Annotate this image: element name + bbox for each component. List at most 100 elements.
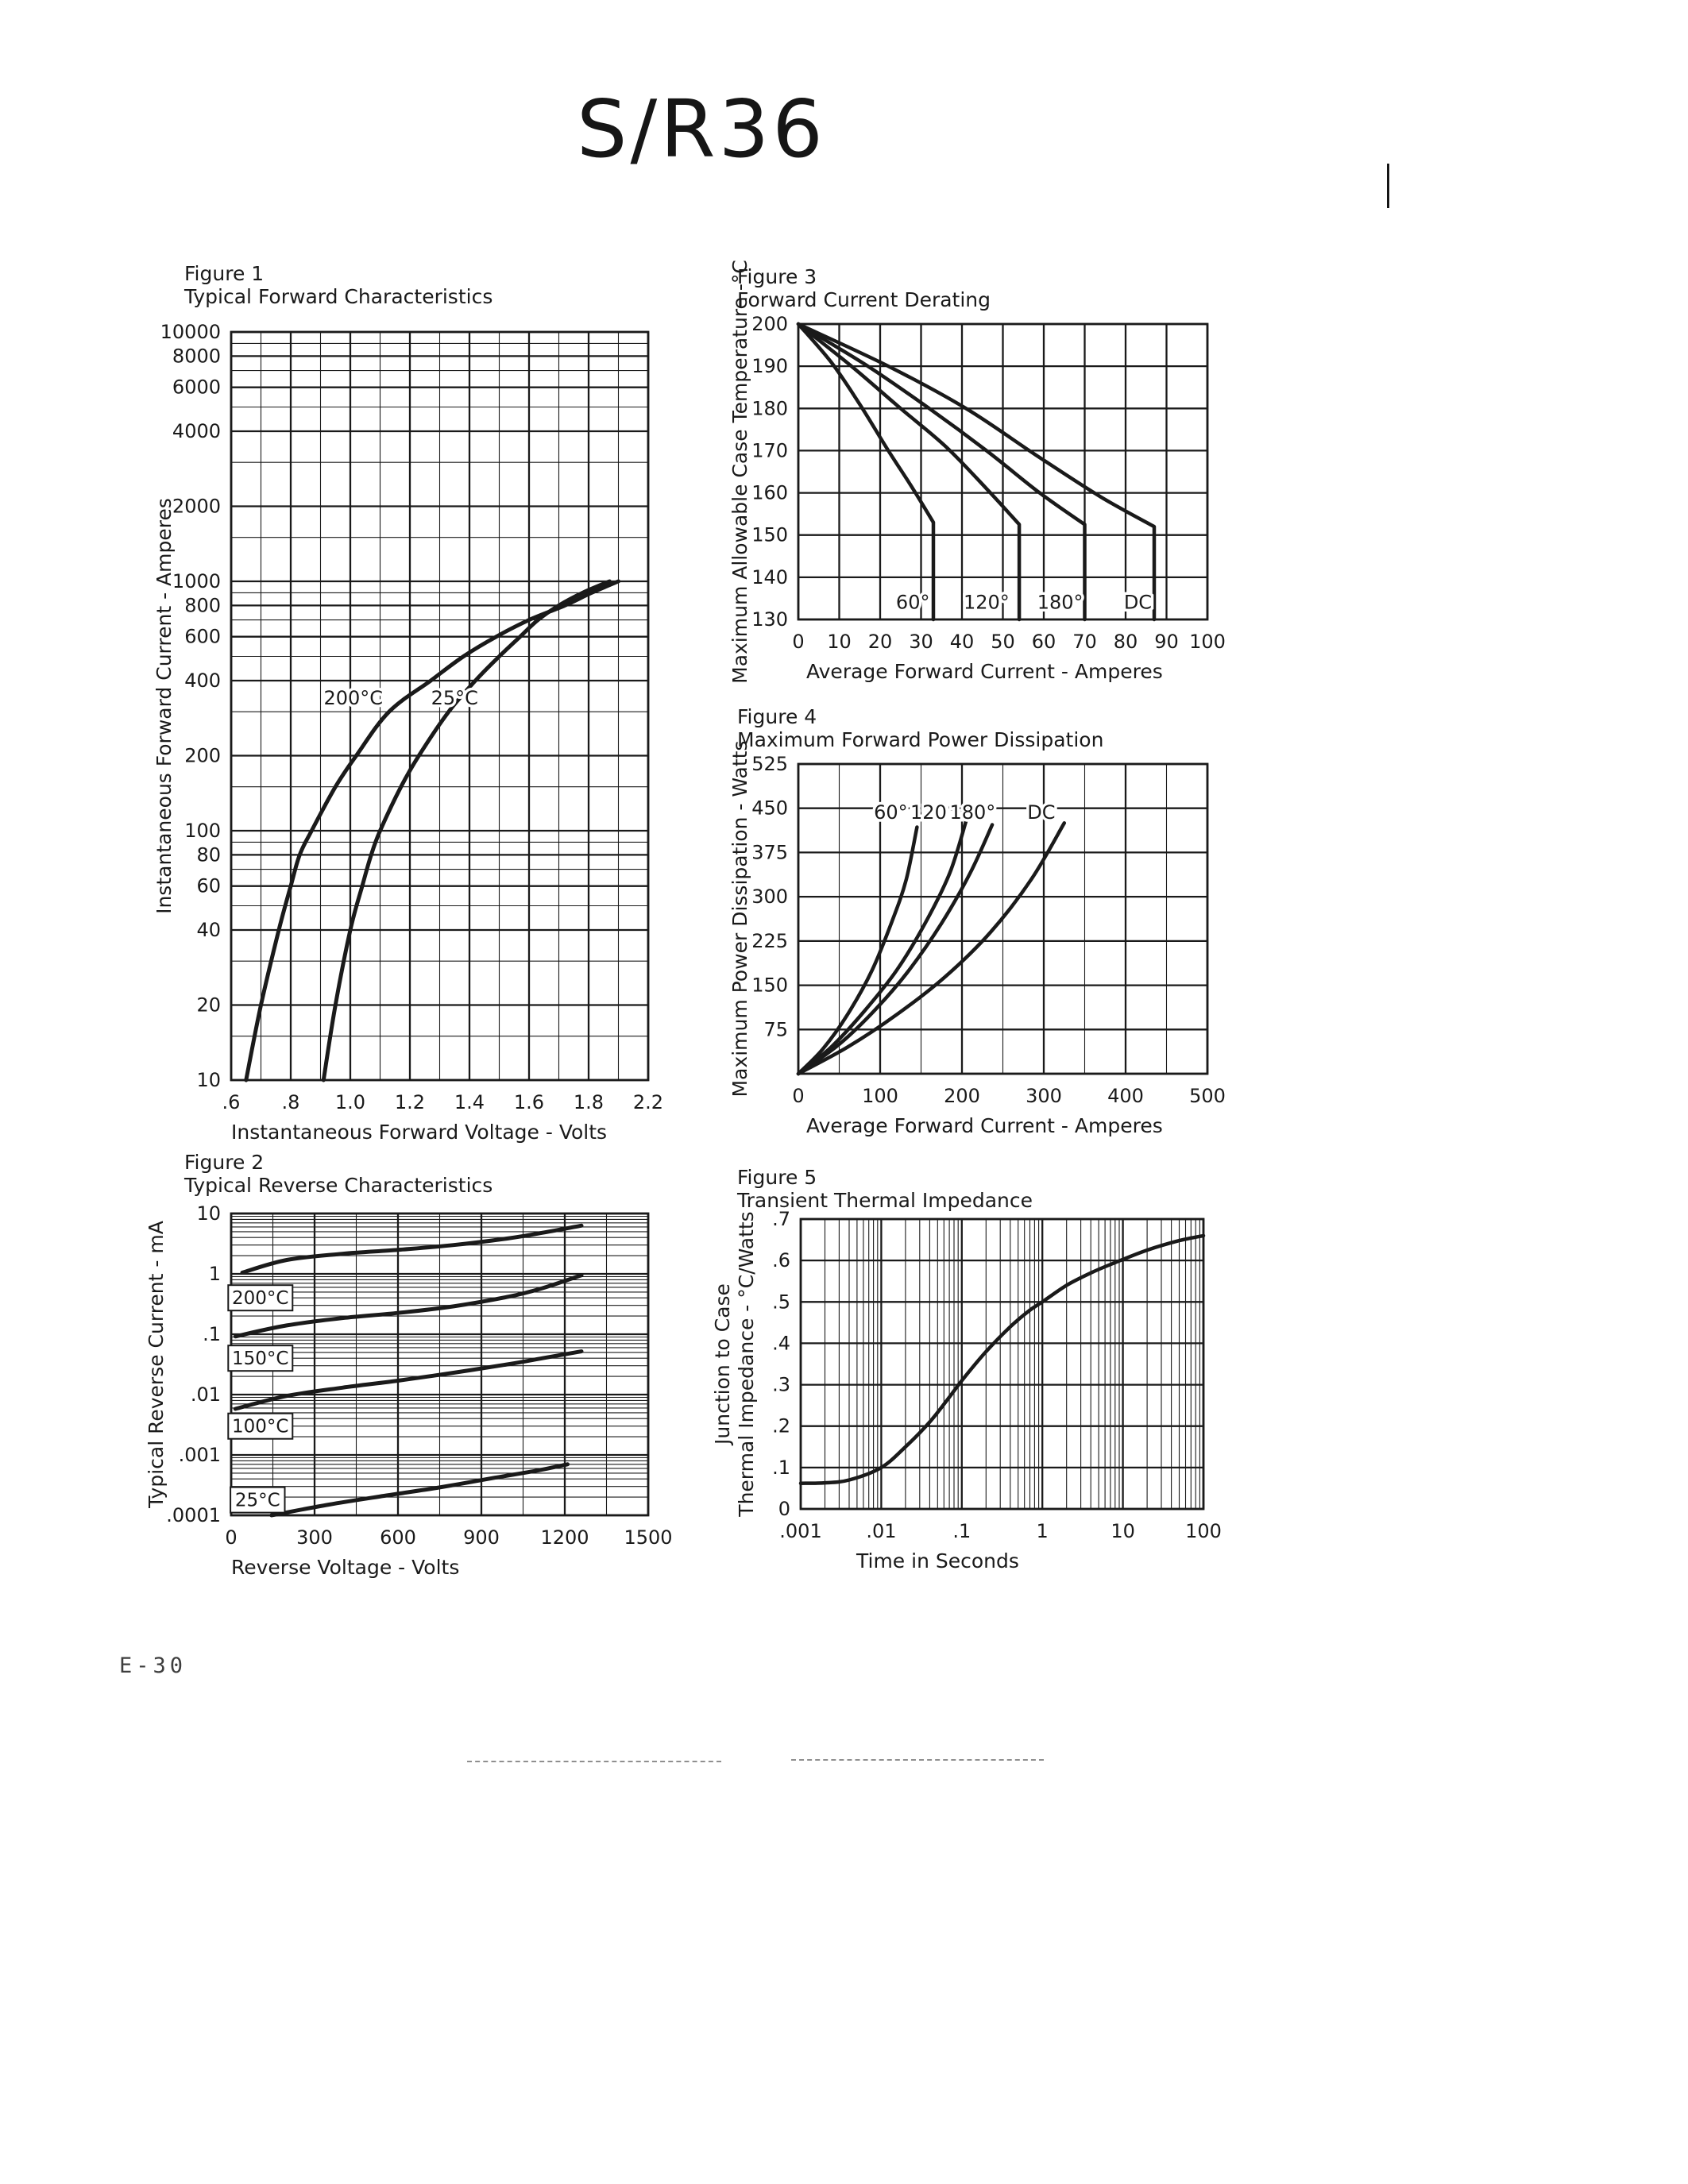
svg-text:70: 70: [1072, 631, 1097, 653]
svg-text:130: 130: [751, 608, 788, 631]
svg-text:1.8: 1.8: [574, 1091, 604, 1113]
svg-text:200: 200: [751, 313, 788, 335]
svg-text:375: 375: [751, 841, 788, 863]
figure-4-heading: Figure 4 Maximum Forward Power Dissipati…: [737, 705, 1103, 751]
figure-2-heading: Figure 2 Typical Reverse Characteristics: [184, 1151, 492, 1197]
scan-artifact-dashes-2: [791, 1759, 1044, 1761]
svg-text:25°C: 25°C: [235, 1491, 280, 1511]
svg-text:60°: 60°: [896, 592, 930, 614]
svg-text:1.4: 1.4: [454, 1091, 485, 1113]
svg-text:150°C: 150°C: [232, 1349, 288, 1369]
svg-text:300: 300: [1026, 1085, 1062, 1107]
svg-text:1.2: 1.2: [395, 1091, 425, 1113]
svg-text:Time in Seconds: Time in Seconds: [856, 1549, 1019, 1572]
svg-text:DC: DC: [1027, 801, 1055, 824]
figure-3-title: Forward Current Derating: [737, 288, 991, 311]
svg-text:40: 40: [950, 631, 975, 653]
svg-text:120°: 120°: [964, 592, 1010, 614]
svg-text:60: 60: [1032, 631, 1056, 653]
svg-text:Typical Reverse Current - mA: Typical Reverse Current - mA: [145, 1221, 168, 1509]
scan-mark-vertical-line: [1387, 164, 1389, 208]
svg-text:60: 60: [196, 875, 221, 897]
svg-text:1: 1: [209, 1263, 221, 1285]
svg-text:.7: .7: [772, 1208, 790, 1230]
svg-text:.3: .3: [772, 1374, 790, 1396]
svg-text:200°C: 200°C: [323, 687, 383, 709]
figure-3-heading: Figure 3 Forward Current Derating: [737, 265, 991, 311]
svg-text:6000: 6000: [172, 376, 221, 399]
svg-text:400: 400: [1107, 1085, 1144, 1107]
figure-2-label: Figure 2: [184, 1151, 265, 1174]
svg-text:300: 300: [296, 1526, 333, 1549]
figure-3-label: Figure 3: [737, 265, 817, 288]
svg-text:2.2: 2.2: [633, 1091, 663, 1113]
figure-5-title: Transient Thermal Impedance: [737, 1189, 1033, 1212]
svg-text:Instantaneous Forward Voltage: Instantaneous Forward Voltage - Volts: [231, 1121, 607, 1144]
svg-text:190: 190: [751, 355, 788, 377]
svg-text:100°C: 100°C: [232, 1417, 288, 1437]
svg-text:150: 150: [751, 974, 788, 997]
svg-text:600: 600: [184, 626, 221, 648]
figure-5-chart: .7 .6 .5 .4 .3 .2 .1 0.001 .01 .1 1 10 100 Time in Se…: [711, 1208, 1222, 1572]
svg-text:100: 100: [862, 1085, 898, 1107]
svg-text:1500: 1500: [624, 1526, 672, 1549]
svg-text:200°C: 200°C: [232, 1288, 288, 1309]
svg-text:10: 10: [1111, 1520, 1135, 1542]
svg-text:900: 900: [463, 1526, 500, 1549]
svg-text:2000: 2000: [172, 495, 221, 517]
figure-5-label: Figure 5: [737, 1166, 817, 1189]
svg-text:400: 400: [184, 669, 221, 692]
svg-text:10: 10: [196, 1069, 221, 1091]
figure-1-heading: Figure 1 Typical Forward Characteristics: [184, 262, 492, 308]
svg-text:.6: .6: [222, 1091, 241, 1113]
svg-text:180: 180: [751, 397, 788, 419]
svg-text:100: 100: [184, 820, 221, 842]
svg-text:.6: .6: [772, 1249, 790, 1271]
svg-text:10: 10: [196, 1202, 221, 1225]
figure-1-title: Typical Forward Characteristics: [184, 285, 493, 308]
svg-text:525: 525: [751, 753, 788, 775]
figure-5-heading: Figure 5 Transient Thermal Impedance: [737, 1166, 1033, 1212]
svg-text:300: 300: [751, 886, 788, 908]
svg-text:75: 75: [763, 1018, 788, 1040]
svg-text:Average Forward Current - Ampe: Average Forward Current - Amperes: [806, 1114, 1163, 1137]
svg-text:25°C: 25°C: [431, 687, 478, 709]
svg-text:30: 30: [909, 631, 933, 653]
svg-text:80: 80: [196, 843, 221, 866]
svg-text:160: 160: [751, 482, 788, 504]
svg-text:Reverse Voltage - Volts: Reverse Voltage - Volts: [231, 1556, 459, 1579]
svg-text:50: 50: [991, 631, 1015, 653]
svg-text:0: 0: [778, 1498, 790, 1520]
svg-text:10000: 10000: [160, 321, 221, 343]
svg-text:500: 500: [1189, 1085, 1226, 1107]
svg-text:800: 800: [184, 594, 221, 616]
svg-text:.01: .01: [191, 1383, 221, 1406]
svg-text:20: 20: [868, 631, 893, 653]
svg-text:1.0: 1.0: [335, 1091, 365, 1113]
svg-text:180°: 180°: [1037, 592, 1083, 614]
svg-text:.001: .001: [179, 1444, 221, 1466]
svg-text:120°: 120°: [910, 801, 956, 824]
svg-text:1.6: 1.6: [514, 1091, 544, 1113]
svg-text:Thermal Impedance - °C/Watts: Thermal Impedance - °C/Watts: [735, 1211, 758, 1517]
svg-text:100: 100: [1185, 1520, 1222, 1542]
svg-text:.0001: .0001: [166, 1504, 221, 1526]
page-number: E-30: [119, 1653, 187, 1678]
svg-text:140: 140: [751, 566, 788, 588]
svg-text:60°: 60°: [874, 801, 908, 824]
svg-text:Junction to Case: Junction to Case: [711, 1283, 734, 1446]
svg-text:600: 600: [380, 1526, 416, 1549]
figure-4-chart: 525 450 375 300 225 150 75 0 100 200 300 400 500 Aver…: [728, 741, 1226, 1137]
svg-text:.1: .1: [952, 1520, 971, 1542]
svg-text:Instantaneous Forward Current: Instantaneous Forward Current - Amperes: [153, 498, 176, 914]
svg-text:Maximum Power Dissipation - Wa: Maximum Power Dissipation - Watts: [728, 741, 751, 1098]
svg-text:80: 80: [1114, 631, 1138, 653]
svg-text:200: 200: [944, 1085, 980, 1107]
svg-text:100: 100: [1189, 631, 1226, 653]
svg-text:.2: .2: [772, 1415, 790, 1437]
svg-text:40: 40: [196, 919, 221, 941]
